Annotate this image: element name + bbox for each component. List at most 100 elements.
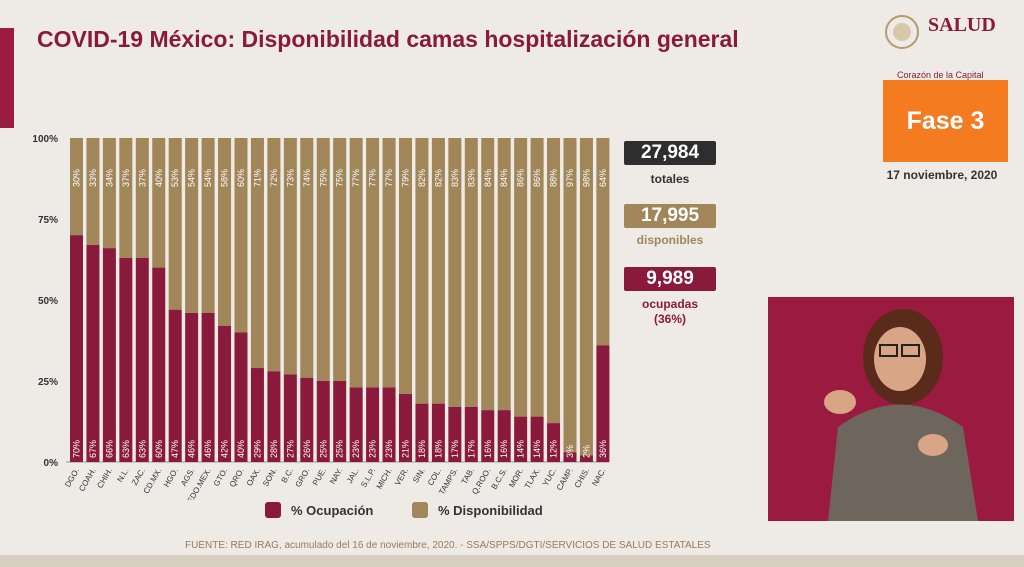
footer-band (0, 555, 1024, 567)
bar-available (448, 138, 462, 407)
bar-available (333, 138, 347, 381)
available-pct-label: 54% (187, 169, 197, 187)
bar-occupied (514, 416, 528, 462)
occupied-beds-pct: (36%) (653, 312, 686, 326)
bar-occupied (102, 248, 116, 462)
logo-name: SALUD (928, 14, 996, 36)
bar-occupied (267, 371, 281, 462)
x-tick-label: CHIH. (95, 467, 114, 490)
available-pct-label: 77% (351, 169, 361, 187)
available-pct-label: 74% (302, 169, 312, 187)
occupied-pct-label: 17% (466, 440, 476, 458)
available-pct-label: 54% (203, 169, 213, 187)
available-pct-label: 73% (285, 169, 295, 187)
bar-available (382, 138, 396, 388)
bar-occupied (382, 387, 396, 462)
occupied-beds-label: ocupadas (641, 297, 698, 311)
occupied-pct-label: 47% (170, 440, 180, 458)
occupied-pct-label: 63% (121, 440, 131, 458)
bar-available (119, 138, 133, 258)
x-tick-label: ZAC. (130, 467, 147, 487)
occupied-pct-label: 16% (483, 440, 493, 458)
occupied-pct-label: 40% (236, 440, 246, 458)
occupied-pct-label: 27% (285, 440, 295, 458)
occupied-pct-label: 63% (137, 440, 147, 458)
available-pct-label: 77% (384, 169, 394, 187)
available-pct-label: 30% (72, 169, 82, 187)
occupied-pct-label: 46% (203, 440, 213, 458)
occupied-pct-label: 29% (252, 440, 262, 458)
bar-available (415, 138, 429, 404)
available-pct-label: 97% (565, 169, 575, 187)
phase-badge: Fase 3 (883, 80, 1008, 162)
available-pct-label: 79% (401, 169, 411, 187)
occupied-pct-label: 18% (417, 440, 427, 458)
occupied-pct-label: 18% (433, 440, 443, 458)
x-tick-label: NAC. (590, 467, 607, 488)
bar-available (185, 138, 199, 313)
bar-occupied (481, 410, 495, 462)
occupied-pct-label: 3% (565, 445, 575, 458)
x-tick-label: TAB. (460, 467, 476, 486)
bar-occupied (86, 244, 100, 462)
available-pct-label: 58% (220, 169, 230, 187)
bar-occupied (70, 235, 83, 462)
available-pct-label: 37% (121, 169, 131, 187)
legend-available-label: % Disponibilidad (438, 502, 543, 518)
bar-occupied (415, 403, 429, 462)
occupied-pct-label: 23% (384, 440, 394, 458)
bar-occupied (316, 381, 330, 462)
occupied-pct-label: 25% (318, 440, 328, 458)
available-pct-label: 86% (516, 169, 526, 187)
bar-available (514, 138, 528, 417)
occupied-pct-label: 28% (269, 440, 279, 458)
bar-occupied (168, 309, 182, 462)
bar-available (201, 138, 215, 313)
occupied-pct-label: 70% (72, 440, 82, 458)
y-tick-label: 25% (38, 377, 58, 388)
bar-available (316, 138, 330, 381)
x-tick-label: CAMP. (555, 467, 575, 493)
bar-available (530, 138, 544, 417)
source-footnote: FUENTE: RED IRAG, acumulado del 16 de no… (185, 540, 711, 551)
bar-available (135, 138, 149, 258)
bar-available (250, 138, 264, 369)
available-pct-label: 84% (483, 169, 493, 187)
bar-occupied (497, 410, 511, 462)
x-tick-label: VER. (393, 467, 410, 488)
legend-available-swatch (412, 502, 428, 518)
bar-occupied (596, 345, 610, 462)
available-pct-label: 53% (170, 169, 180, 187)
bar-available (168, 138, 182, 310)
occupied-pct-label: 60% (154, 440, 164, 458)
page-title: COVID-19 México: Disponibilidad camas ho… (37, 26, 739, 52)
x-tick-label: SON. (261, 467, 279, 488)
bed-availability-chart: 0%25%50%75%100%70%30%DGO.67%33%COAH.66%3… (32, 134, 610, 500)
x-tick-label: B.C. (280, 467, 296, 485)
bar-occupied (185, 312, 199, 462)
bar-available (366, 138, 380, 388)
bar-occupied (218, 325, 232, 462)
available-pct-label: 75% (318, 169, 328, 187)
available-pct-label: 88% (549, 169, 559, 187)
available-pct-label: 98% (581, 169, 591, 187)
occupied-pct-label: 12% (549, 440, 559, 458)
occupied-pct-label: 2% (581, 445, 591, 458)
total-beds-value: 27,984 (624, 141, 716, 165)
bar-occupied (349, 387, 363, 462)
available-pct-label: 83% (450, 169, 460, 187)
bar-occupied (431, 403, 445, 462)
x-tick-label: JAL. (345, 467, 361, 485)
x-tick-label: B.C.S. (490, 467, 509, 492)
bar-available (563, 138, 577, 453)
bar-occupied (547, 423, 561, 462)
available-pct-label: 82% (417, 169, 427, 187)
bar-available (218, 138, 232, 326)
occupied-pct-label: 14% (516, 440, 526, 458)
bar-occupied (250, 368, 264, 462)
logo-subtitle: Corazón de la Capital (897, 70, 984, 80)
occupied-pct-label: 66% (104, 440, 114, 458)
legend-occupied: % Ocupación (265, 502, 373, 518)
bar-available (464, 138, 478, 407)
occupied-pct-label: 14% (532, 440, 542, 458)
